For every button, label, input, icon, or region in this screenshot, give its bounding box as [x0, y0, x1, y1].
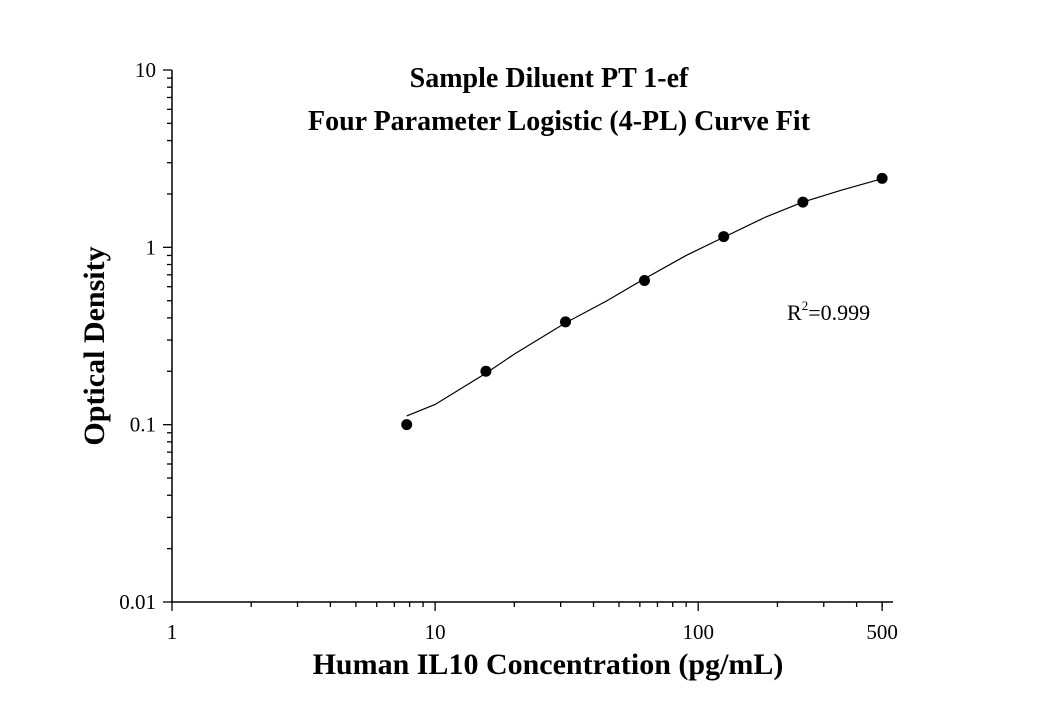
- x-tick-label: 1: [167, 620, 178, 644]
- data-point: [876, 172, 888, 184]
- chart-title-line1: Sample Diluent PT 1-ef: [410, 63, 689, 94]
- y-tick-label: 0.1: [130, 413, 156, 437]
- y-axis-title: Optical Density: [78, 246, 111, 445]
- data-point: [401, 419, 413, 431]
- r-squared-value: =0.999: [808, 300, 870, 325]
- y-tick-label: 10: [135, 58, 156, 82]
- r-squared-annotation: R2=0.999: [787, 298, 870, 325]
- data-point: [639, 275, 651, 287]
- data-point: [480, 365, 492, 377]
- chart-title-line2: Four Parameter Logistic (4-PL) Curve Fit: [308, 106, 811, 137]
- fit-curve-line: [406, 178, 883, 417]
- data-point: [718, 231, 730, 243]
- data-point: [559, 316, 571, 328]
- r-squared-superscript: 2: [802, 298, 809, 313]
- y-tick-label: 0.01: [119, 590, 156, 614]
- data-point: [797, 196, 809, 208]
- fit-curve-layer: [406, 178, 883, 417]
- data-points-layer: [401, 172, 888, 431]
- axes: 1 10 100 500 0.01 0.1 1 10: [119, 58, 898, 644]
- x-tick-label: 500: [866, 620, 898, 644]
- x-tick-label: 10: [425, 620, 446, 644]
- x-tick-label: 100: [682, 620, 714, 644]
- x-axis-title: Human IL10 Concentration (pg/mL): [313, 648, 784, 681]
- r-squared-base: R: [787, 300, 802, 325]
- y-tick-label: 1: [146, 235, 157, 259]
